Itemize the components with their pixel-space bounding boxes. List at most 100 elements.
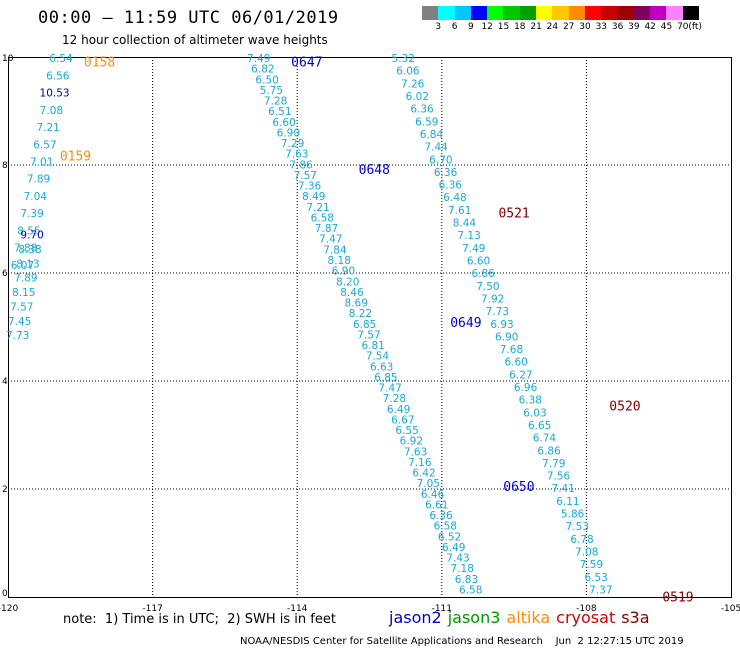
wave-height-value: 6.60 [272, 117, 295, 129]
wave-height-value: 7.57 [294, 170, 317, 182]
wave-height-value: 6.84 [420, 129, 444, 141]
y-tick-label: 4 [2, 377, 8, 387]
pass-time-label: 0520 [609, 399, 640, 414]
colorbar-label: 12 [481, 22, 493, 32]
colorbar-swatch [617, 6, 634, 20]
wave-height-value: 6.58 [459, 584, 482, 596]
wave-height-value: 6.90 [277, 127, 300, 139]
footnote: note: 1) Time is in UTC; 2) SWH is in fe… [63, 612, 336, 627]
wave-height-value: 6.02 [406, 91, 429, 103]
wave-height-value: 7.49 [462, 243, 485, 255]
colorbar-label: 9 [468, 22, 474, 32]
colorbar-swatch [519, 6, 537, 20]
wave-height-value: 7.57 [10, 301, 33, 313]
wave-height-value: 6.58 [311, 212, 334, 224]
colorbar-swatch [682, 6, 700, 20]
map-plot-area [8, 57, 732, 598]
colorbar-label: (ft) [688, 22, 702, 32]
wave-height-value: 8.46 [340, 287, 364, 299]
x-tick-label: -114 [287, 604, 308, 614]
wave-height-value: 7.41 [552, 483, 575, 495]
colorbar-swatch [552, 6, 569, 20]
wave-height-value: 6.93 [490, 319, 513, 331]
pass-time-label: 0159 [60, 149, 91, 164]
wave-height-value: 7.54 [366, 351, 390, 363]
legend-item-altika: altika [506, 608, 551, 627]
colorbar-swatch [633, 6, 651, 20]
wave-height-value: 6.49 [442, 542, 465, 554]
wave-height-value: 6.92 [400, 436, 423, 448]
wave-height-value: 6.74 [533, 433, 557, 445]
wave-height-value: 8.69 [345, 298, 368, 310]
colorbar [422, 6, 700, 20]
wave-height-value: 8.22 [349, 308, 372, 320]
satellite-legend: jason2 jason3 altika cryosat s3a [389, 608, 656, 627]
wave-height-value: 7.21 [36, 122, 59, 134]
colorbar-swatch [568, 6, 585, 20]
wave-height-value: 7.59 [580, 559, 603, 571]
wave-height-value: 7.56 [547, 471, 571, 483]
colorbar-label: 30 [579, 22, 591, 32]
wave-height-value: 7.28 [383, 393, 406, 405]
colorbar-swatch [470, 6, 488, 20]
wave-height-value: 6.60 [467, 256, 490, 268]
wave-height-value: 7.53 [566, 521, 589, 533]
wave-height-value: 7.92 [481, 293, 504, 305]
colorbar-label: 39 [628, 22, 640, 32]
colorbar-swatch [536, 6, 553, 20]
wave-height-value: 7.43 [446, 553, 469, 565]
wave-height-value: 6.65 [528, 420, 551, 432]
wave-height-value: 6.81 [361, 340, 384, 352]
wave-height-value: 6.63 [370, 361, 393, 373]
x-tick-label: -105 [721, 604, 740, 614]
wave-height-value: 7.05 [417, 478, 440, 490]
wave-height-value: 7.36 [298, 181, 322, 193]
wave-height-value: 7.47 [378, 383, 401, 395]
y-tick-label: 8 [2, 161, 8, 171]
wave-height-value: 6.51 [268, 106, 291, 118]
x-tick-label: -120 [0, 604, 18, 614]
wave-height-value: 6.85 [374, 372, 397, 384]
wave-height-value: 8.20 [336, 276, 359, 288]
wave-height-value: 7.16 [408, 457, 432, 469]
colorbar-swatch [422, 6, 439, 20]
wave-height-value: 6.52 [438, 531, 461, 543]
wave-height-value: 7.88 [14, 243, 37, 255]
colorbar-swatch [584, 6, 602, 20]
wave-height-value: 6.03 [523, 407, 546, 419]
wave-height-value: 6.38 [519, 395, 542, 407]
wave-height-value: 7.08 [40, 105, 63, 117]
wave-height-value: 7.61 [448, 205, 471, 217]
wave-height-value: 8.18 [328, 255, 351, 267]
wave-height-value: 6.59 [415, 116, 438, 128]
legend-item-cryosat: cryosat [556, 608, 616, 627]
wave-height-value: 6.07 [11, 260, 34, 272]
wave-height-value: 7.45 [8, 316, 31, 328]
colorbar-swatch [454, 6, 471, 20]
x-tick-label: -108 [576, 604, 597, 614]
colorbar-swatch [503, 6, 520, 20]
colorbar-label: 21 [530, 22, 542, 32]
wave-height-value: 6.90 [495, 331, 518, 343]
wave-height-value: 5.86 [561, 509, 585, 521]
wave-height-value: 6.60 [504, 357, 527, 369]
wave-height-value: 7.86 [289, 159, 313, 171]
colorbar-swatch [438, 6, 455, 20]
wave-height-value: 7.47 [319, 234, 342, 246]
wave-height-value: 10.53 [40, 88, 70, 100]
colorbar-label: 45 [660, 22, 673, 32]
pass-time-label: 0521 [498, 207, 529, 222]
colorbar-label: 18 [514, 22, 526, 32]
wave-height-value: 7.26 [401, 78, 425, 90]
wave-height-value: 7.89 [14, 273, 37, 285]
colorbar-label: 42 [644, 22, 656, 32]
wave-height-value: 6.27 [509, 369, 532, 381]
wave-height-value: 7.08 [575, 546, 598, 558]
wave-height-value: 6.36 [439, 180, 463, 192]
wave-height-value: 6.86 [472, 268, 496, 280]
wave-height-value: 8.15 [12, 287, 35, 299]
legend-item-jason3: jason3 [447, 608, 501, 627]
wave-height-value: 7.89 [27, 174, 50, 186]
colorbar-swatch [487, 6, 504, 20]
pass-time-label: 0649 [450, 316, 481, 331]
